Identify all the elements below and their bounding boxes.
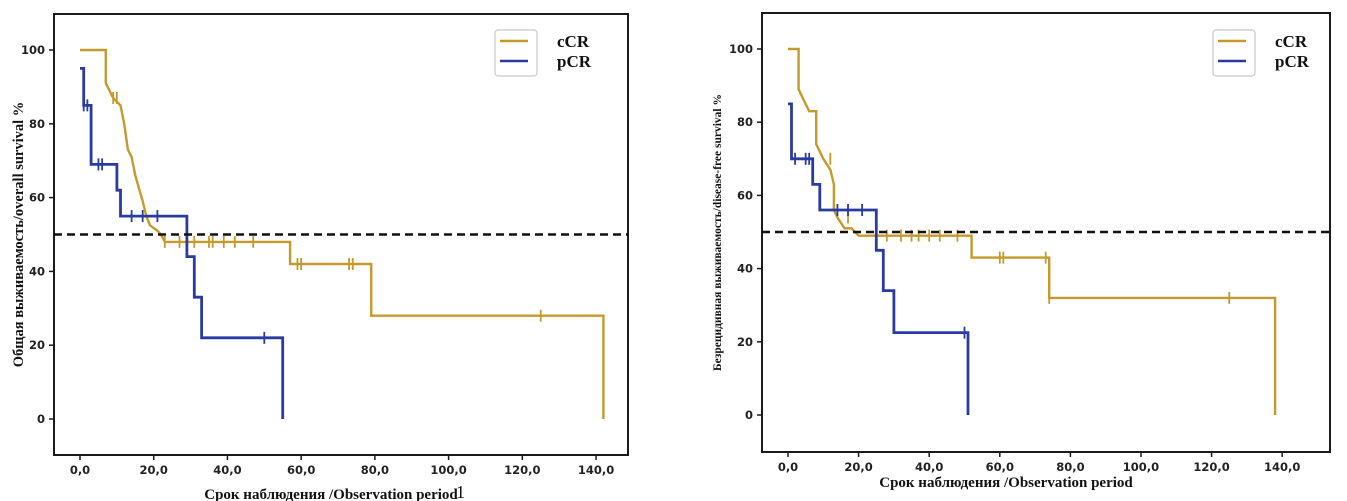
- x-tick-label: 60,0: [287, 463, 315, 477]
- legend-label-pCR: pCR: [1275, 52, 1310, 71]
- y-tick-label: 40: [737, 262, 753, 276]
- y-tick-label: 60: [737, 188, 753, 202]
- x-tick-label: 20,0: [140, 463, 168, 477]
- x-tick-label: 100,0: [430, 463, 466, 477]
- x-tick-label: 140,0: [578, 463, 614, 477]
- x-tick-label: 80,0: [1056, 460, 1084, 474]
- x-tick-label: 120,0: [504, 463, 540, 477]
- y-tick-label: 100: [21, 43, 45, 57]
- y-tick-label: 0: [37, 412, 45, 426]
- x-axis-label: Срок наблюдения /Observation period: [879, 475, 1133, 491]
- x-tick-label: 40,0: [915, 460, 943, 474]
- legend-label-pCR: pCR: [557, 52, 592, 71]
- y-tick-label: 80: [29, 117, 45, 131]
- legend-label-cCR: cCR: [1275, 32, 1308, 51]
- y-tick-label: 20: [29, 338, 45, 352]
- y-tick-label: 40: [29, 264, 45, 278]
- survival-curve-cCR: [80, 48, 605, 419]
- x-axis-label: Срок наблюдения /Observation period: [204, 487, 458, 501]
- y-tick-label: 20: [737, 335, 753, 349]
- survival-curve-pCR: [788, 102, 970, 415]
- survival-curve-pCR: [80, 67, 285, 419]
- y-tick-label: 0: [745, 408, 753, 422]
- x-tick-label: 40,0: [213, 463, 241, 477]
- x-tick-label: 140,0: [1264, 460, 1300, 474]
- x-tick-label: 20,0: [844, 460, 872, 474]
- y-axis-label: Общая выживаемость/overall survival %: [11, 102, 27, 368]
- y-tick-label: 100: [729, 42, 753, 56]
- overall-survival-panel: 0,0 20,0 40,0 60,0 80,0 100,0 120,0 140,0 0 20 40 6…: [11, 13, 629, 501]
- x-tick-label: 80,0: [361, 463, 389, 477]
- y-tick-label: 80: [737, 115, 753, 129]
- legend-label-cCR: cCR: [557, 32, 590, 51]
- x-tick-label: 0,0: [778, 460, 798, 474]
- survival-curve-cCR: [788, 47, 1277, 415]
- disease-free-survival-panel: 0,0 20,0 40,0 60,0 80,0 100,0 120,0 140,0 0 20 40 6…: [712, 12, 1331, 491]
- x-tick-label: 100,0: [1123, 460, 1159, 474]
- figure-annotation: 1: [456, 482, 465, 501]
- y-tick-label: 60: [29, 191, 45, 205]
- x-tick-label: 120,0: [1193, 460, 1229, 474]
- y-axis-label: Безрецидивная выживаемость/disease-free …: [712, 94, 724, 371]
- legend-box: [1212, 29, 1256, 77]
- x-tick-label: 60,0: [986, 460, 1014, 474]
- x-tick-label: 0,0: [70, 463, 90, 477]
- legend-box: [494, 29, 538, 77]
